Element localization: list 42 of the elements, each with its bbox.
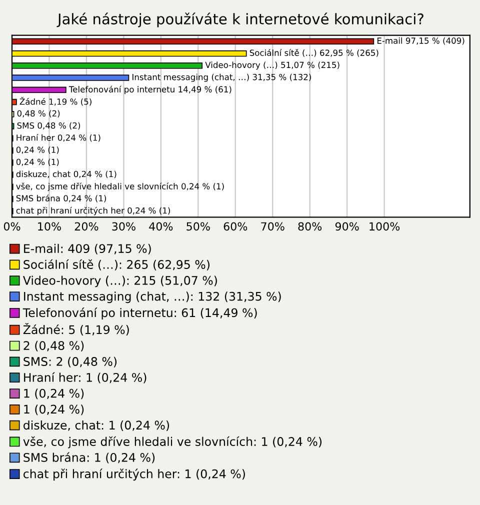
text: Telefonování po internetu: 61 (14,49 %) bbox=[22, 308, 257, 320]
x-tick-label: 60% bbox=[224, 222, 248, 231]
text: E-mail: 409 (97,15 %) bbox=[24, 244, 151, 254]
text: Žádné: 5 (1,19 %) bbox=[23, 323, 129, 336]
x-tick-label: 70% bbox=[261, 222, 284, 231]
text: 1 (0,24 %) bbox=[24, 388, 84, 400]
category-label: SMS 0,48 % (2) bbox=[17, 122, 80, 130]
text: 2 (0,48 %) bbox=[24, 340, 84, 352]
x-tick-label: 30% bbox=[112, 222, 136, 231]
category-label: Sociální sítě (…) 62,95 % (265) bbox=[250, 49, 378, 57]
text: Hraní her: 1 (0,24 %) bbox=[24, 372, 146, 384]
text: SMS brána: 1 (0,24 %) bbox=[24, 452, 155, 464]
text: diskuze, chat: 1 (0,24 %) bbox=[24, 420, 170, 431]
data-label: 0,24 % (1) bbox=[16, 146, 59, 154]
category-label: Video-hovory (…) 51,07 % (215) bbox=[205, 62, 340, 70]
x-tick-label: 100% bbox=[370, 222, 400, 231]
x-tick-label: 0% bbox=[4, 222, 20, 231]
data-label: 0,48 % (2) bbox=[17, 110, 60, 118]
x-tick-label: 80% bbox=[298, 222, 322, 231]
x-tick-label: 90% bbox=[335, 222, 359, 231]
category-label: Instant messaging (chat, …) 31,35 % (132) bbox=[132, 74, 311, 82]
x-tick-label: 40% bbox=[149, 222, 173, 231]
text: vše, co jsme dříve hledali ve slovnících: 1 (0,24 %) bbox=[23, 436, 322, 448]
chart-title: Jaké nástroje používáte k internetové komunikaci? bbox=[56, 12, 424, 28]
x-tick-label: 10% bbox=[38, 222, 61, 231]
text: chat při hraní určitých her: 1 (0,24 %) bbox=[24, 468, 245, 481]
category-label: SMS brána 0,24 % (1) bbox=[16, 194, 106, 202]
category-label: diskuze, chat 0,24 % (1) bbox=[16, 170, 116, 178]
category-label: E-mail 97,15 % (409) bbox=[377, 37, 464, 45]
text: SMS: 2 (0,48 %) bbox=[24, 356, 117, 368]
x-tick-label: 50% bbox=[186, 222, 210, 231]
text: Video-hovory (…): 215 (51,07 %) bbox=[22, 276, 217, 288]
category-label: Hraní her 0,24 % (1) bbox=[16, 134, 100, 142]
text: 1 (0,24 %) bbox=[24, 404, 84, 416]
text: Sociální sítě (…): 265 (62,95 %) bbox=[24, 259, 210, 270]
data-label: 0,24 % (1) bbox=[16, 158, 59, 166]
x-tick-label: 20% bbox=[74, 222, 98, 231]
category-label: Telefonování po internetu 14,49 % (61) bbox=[68, 86, 232, 94]
text: Instant messaging (chat, …): 132 (31,35 %) bbox=[24, 292, 281, 304]
category-label: Žádné 1,19 % (5) bbox=[20, 96, 92, 106]
category-label: chat při hraní určitých her 0,24 % (1) bbox=[16, 206, 170, 216]
category-label: vše, co jsme dříve hledali ve slovnících 0,24 % (1) bbox=[16, 182, 224, 192]
